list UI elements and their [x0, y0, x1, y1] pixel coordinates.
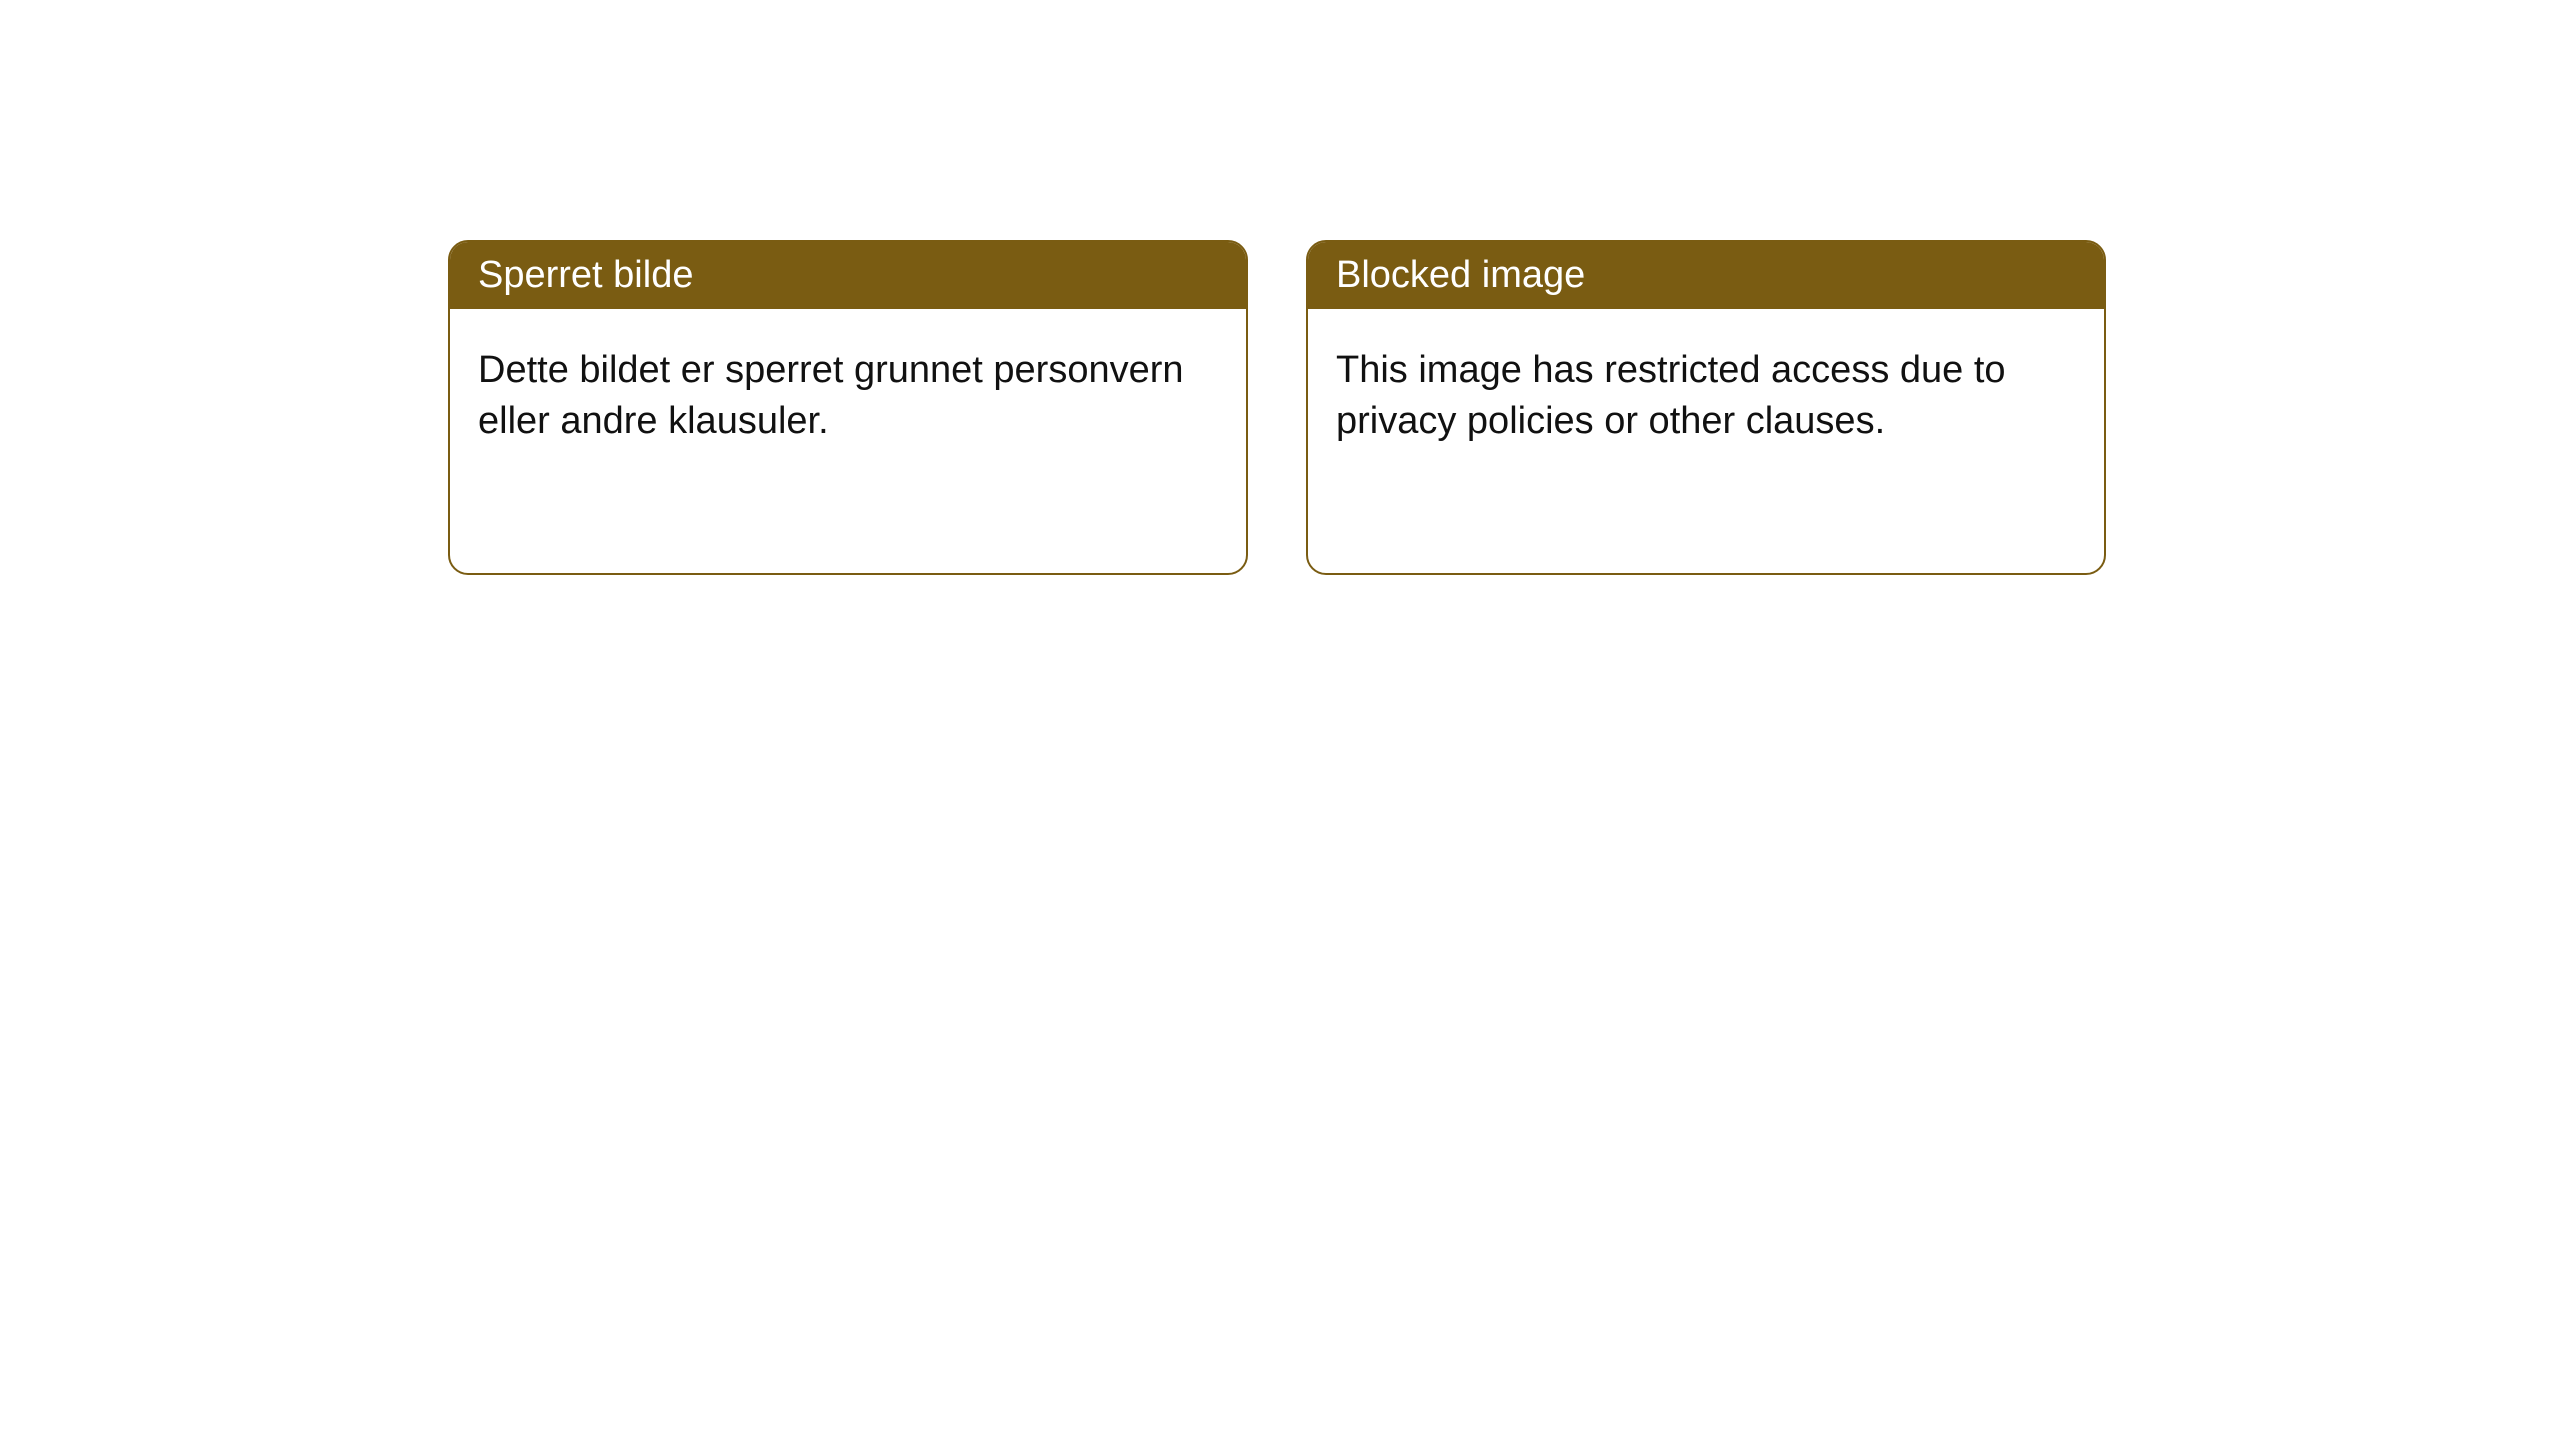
panel-body-no: Dette bildet er sperret grunnet personve…: [450, 309, 1246, 484]
panel-header-en: Blocked image: [1308, 242, 2104, 309]
panel-body-en: This image has restricted access due to …: [1308, 309, 2104, 484]
panel-header-no: Sperret bilde: [450, 242, 1246, 309]
panel-blocked-image-en: Blocked image This image has restricted …: [1306, 240, 2106, 575]
panels-container: Sperret bilde Dette bildet er sperret gr…: [0, 0, 2560, 575]
panel-blocked-image-no: Sperret bilde Dette bildet er sperret gr…: [448, 240, 1248, 575]
